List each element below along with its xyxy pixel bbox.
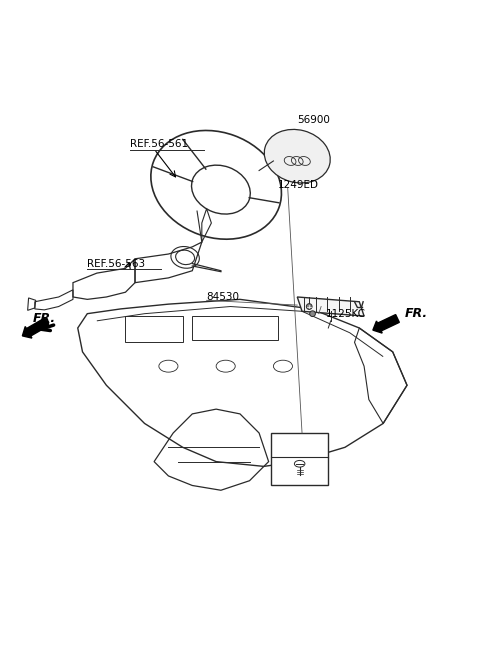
Ellipse shape	[310, 311, 315, 317]
Bar	[192, 316, 278, 340]
FancyArrow shape	[373, 315, 399, 333]
Ellipse shape	[264, 129, 330, 183]
Text: 1249ED: 1249ED	[278, 180, 319, 190]
Polygon shape	[297, 297, 364, 316]
Text: FR.: FR.	[33, 312, 56, 325]
Ellipse shape	[306, 304, 312, 310]
Text: 84530: 84530	[206, 292, 240, 302]
Text: REF.56-561: REF.56-561	[130, 139, 188, 150]
Bar	[125, 316, 183, 342]
Text: 1125KC: 1125KC	[326, 309, 366, 319]
Text: REF.56-563: REF.56-563	[87, 258, 145, 268]
Text: 56900: 56900	[297, 115, 330, 125]
Bar	[271, 433, 328, 485]
Text: FR.: FR.	[405, 307, 428, 320]
FancyArrow shape	[23, 318, 49, 338]
